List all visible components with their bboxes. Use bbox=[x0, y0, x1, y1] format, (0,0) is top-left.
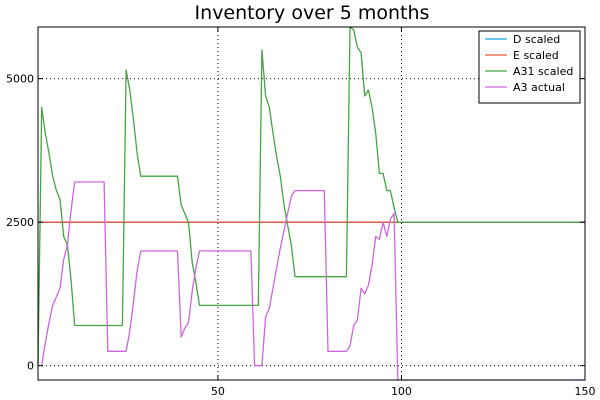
plot-lines bbox=[37, 26, 585, 381]
x-tick-label: 100 bbox=[391, 385, 412, 398]
y-tick-label: 0 bbox=[27, 360, 34, 373]
y-tick-label: 2500 bbox=[6, 216, 34, 229]
chart-title: Inventory over 5 months bbox=[195, 2, 430, 24]
legend-box bbox=[478, 30, 581, 104]
y-tick-label: 5000 bbox=[6, 73, 34, 86]
legend-label: D scaled bbox=[513, 33, 560, 46]
plot-frame bbox=[37, 26, 586, 381]
legend: D scaled E scaled A31 scaled A3 actual bbox=[478, 30, 581, 104]
axis-ticks: 50 100 150 0 2500 5000 bbox=[6, 27, 596, 398]
series-line-a3-actual bbox=[41, 181, 585, 381]
legend-label: E scaled bbox=[513, 49, 559, 62]
series-line-a31-scaled bbox=[37, 26, 585, 366]
legend-label: A31 scaled bbox=[513, 65, 573, 78]
grid bbox=[38, 27, 585, 380]
legend-label: A3 actual bbox=[513, 81, 565, 94]
x-tick-label: 150 bbox=[575, 385, 596, 398]
x-tick-label: 50 bbox=[211, 385, 225, 398]
